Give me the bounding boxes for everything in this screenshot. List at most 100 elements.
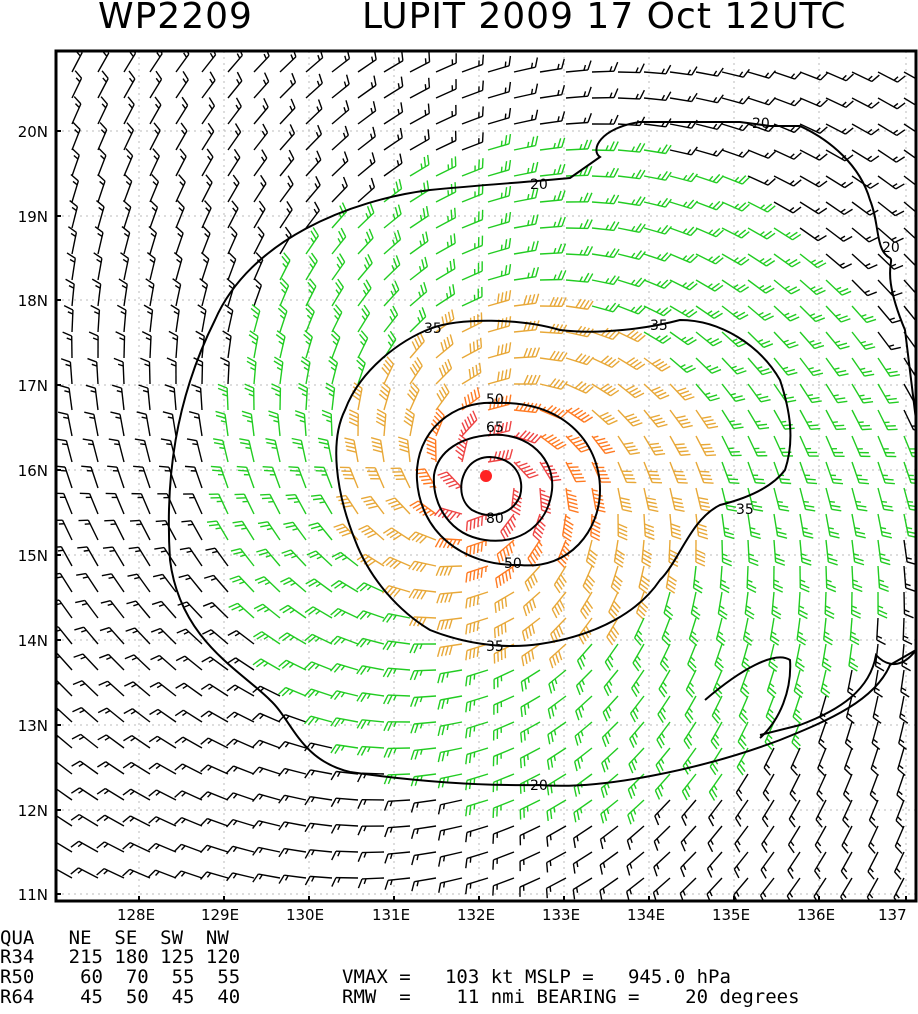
wind-barb: [357, 851, 385, 862]
wind-barb: [385, 497, 411, 515]
wind-barb: [461, 362, 482, 385]
wind-barb: [771, 591, 782, 620]
wind-barb: [851, 513, 866, 539]
wind-barb: [591, 194, 620, 205]
wind-barb: [643, 91, 672, 101]
wind-barb: [760, 851, 775, 879]
wind-barb: [174, 736, 203, 749]
wind-barb: [200, 710, 229, 723]
wind-barb: [251, 793, 281, 803]
wind-barb: [513, 135, 539, 151]
wind-barb: [355, 610, 385, 620]
radii-table-header: QUA NE SE SW NW: [0, 927, 229, 949]
wind-barb: [317, 437, 333, 463]
wind-barb: [98, 680, 125, 697]
wind-barb: [820, 669, 831, 698]
wind-barb: [304, 849, 333, 859]
wind-barb: [357, 254, 373, 281]
wind-barb: [409, 643, 437, 654]
wind-barb: [773, 513, 788, 539]
wind-barb: [226, 684, 255, 697]
wind-barb: [787, 825, 801, 854]
wind-barb: [148, 735, 177, 749]
wind-barb: [461, 261, 483, 281]
wind-barb: [695, 331, 723, 347]
wind-barb: [111, 384, 125, 411]
wind-barb: [172, 278, 182, 307]
wind-barb: [492, 877, 515, 896]
wind-barb: [357, 152, 376, 177]
wind-barb: [305, 304, 315, 333]
wind-barb: [123, 708, 151, 723]
wind-barb: [747, 305, 774, 321]
wind-barb: [149, 70, 163, 99]
wind-barb: [519, 825, 541, 846]
wind-barb: [178, 574, 203, 593]
wind-barb: [252, 658, 281, 671]
wind-barb: [565, 381, 594, 394]
wind-barb: [146, 252, 156, 281]
wind-barb: [747, 149, 776, 159]
wind-barb: [465, 825, 489, 843]
wind-barb: [522, 591, 541, 617]
wind-barb: [356, 637, 385, 648]
wind-barb: [868, 825, 879, 854]
wind-barb: [200, 683, 229, 697]
wind-barb: [799, 201, 828, 215]
wind-barb: [333, 523, 359, 541]
wind-barb: [575, 669, 593, 696]
wind-barb: [279, 278, 290, 307]
wind-barb: [175, 51, 190, 73]
wind-barb: [825, 305, 851, 323]
wind-barb: [545, 877, 567, 899]
wind-barb: [348, 409, 359, 437]
wind-barb: [252, 712, 281, 723]
contour-label-20-c: 20: [882, 240, 900, 256]
wind-barb: [78, 519, 99, 541]
wind-barb: [643, 409, 668, 428]
wind-barb: [71, 70, 83, 99]
wind-barb: [409, 281, 428, 307]
wind-barb: [613, 539, 626, 568]
wind-barb: [524, 565, 541, 592]
lat-tick-label: 13N: [17, 717, 48, 735]
wind-barb: [217, 383, 229, 411]
wind-barb: [382, 527, 411, 541]
wind-barb: [357, 304, 371, 333]
wind-barb: [149, 199, 159, 229]
wind-barb: [145, 278, 155, 307]
wind-barb: [793, 669, 804, 698]
wind-barb: [903, 591, 914, 619]
wind-barb: [227, 630, 255, 645]
wind-barb: [695, 539, 706, 567]
wind-barb: [739, 669, 750, 699]
wind-barb: [305, 73, 323, 99]
wind-barb: [669, 357, 696, 373]
wind-barb: [487, 420, 512, 437]
wind-barb: [122, 788, 151, 801]
wind-barb: [99, 626, 125, 645]
wind-barb: [331, 850, 359, 861]
wind-barb: [87, 357, 99, 385]
wind-barb: [173, 870, 203, 879]
wind-barb: [572, 877, 593, 900]
wind-barb: [733, 851, 749, 879]
wind-barb: [96, 814, 125, 827]
wind-barb: [842, 773, 853, 802]
wind-barb: [643, 305, 672, 317]
wind-barb: [438, 851, 463, 867]
wind-barb: [665, 565, 677, 594]
wind-barb: [617, 169, 646, 180]
wind-barb: [409, 52, 431, 73]
wind-barb: [97, 148, 107, 177]
wind-barb: [227, 251, 237, 281]
wind-barb: [591, 487, 606, 513]
wind-barb: [591, 114, 619, 125]
wind-barb: [108, 438, 125, 463]
wind-barb: [279, 72, 297, 99]
wind-barb: [654, 773, 671, 800]
wind-barb: [330, 717, 359, 728]
lon-tick-label: 129E: [200, 906, 240, 924]
wind-barb: [227, 71, 243, 99]
wind-barb: [162, 411, 177, 437]
